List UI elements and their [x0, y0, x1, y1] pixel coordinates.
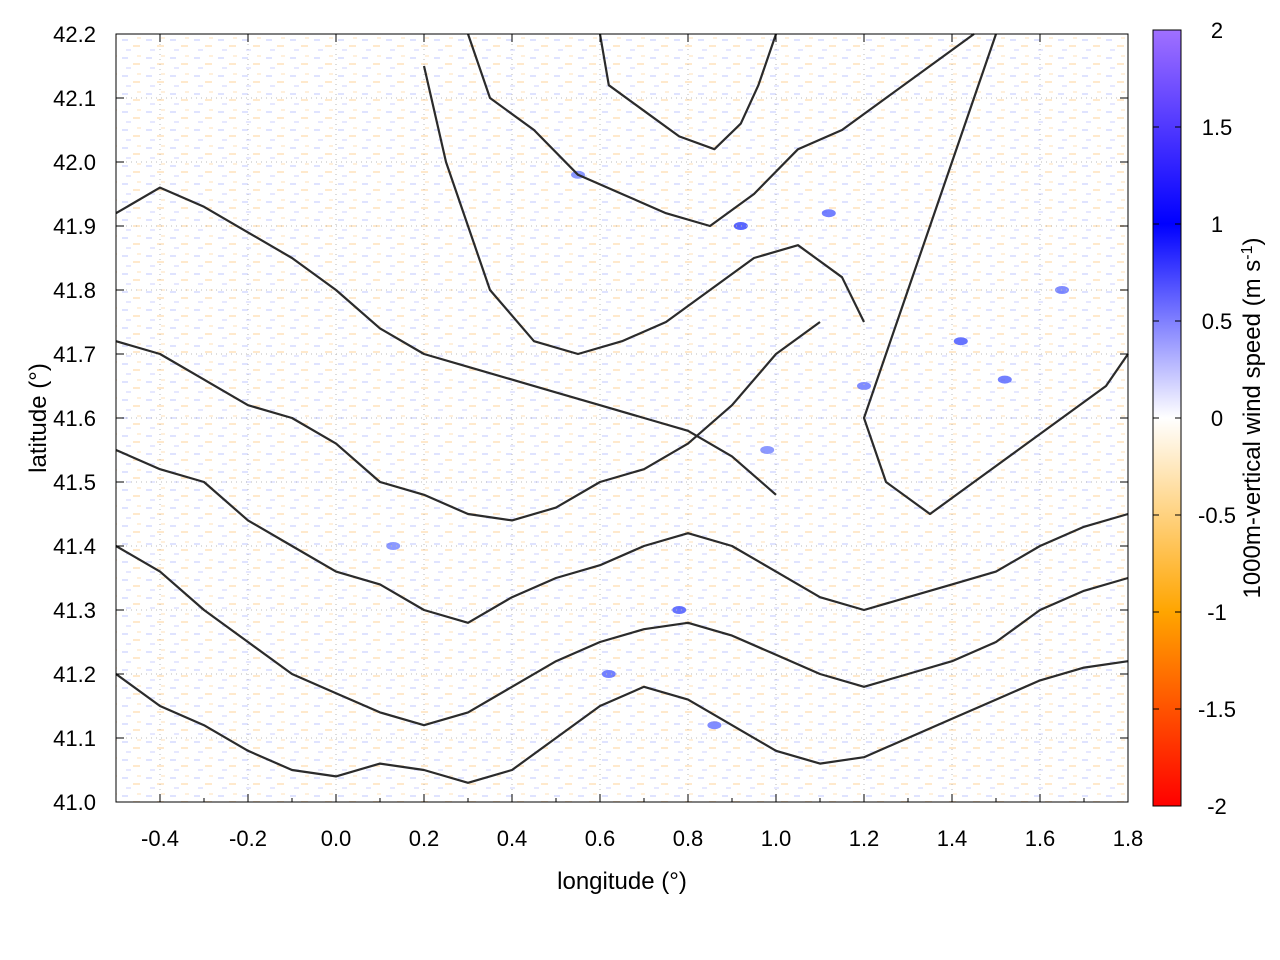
contour-line: [422, 65, 865, 356]
y-tick-label: 41.6: [53, 406, 96, 431]
colorbar-tick-label: 0.5: [1202, 309, 1233, 334]
x-tick-label: 0.6: [585, 826, 616, 851]
contour-line: [115, 186, 777, 496]
contour-line: [598, 33, 778, 151]
colorbar-title-end: ): [1239, 237, 1266, 245]
y-tick-label: 42.0: [53, 150, 96, 175]
x-tick-label: 0.2: [409, 826, 440, 851]
grid: [116, 33, 1129, 803]
field-blob: [672, 606, 687, 614]
colorbar-title-sup: -1: [1239, 245, 1256, 259]
colorbar-tick-label: 0: [1211, 406, 1223, 431]
contour-line: [115, 321, 821, 522]
field-blob: [386, 542, 401, 550]
y-tick-label: 41.3: [53, 598, 96, 623]
x-tick-label: -0.2: [229, 826, 267, 851]
contour-line: [115, 448, 1129, 624]
field-blob: [760, 446, 775, 454]
contour-line: [466, 33, 975, 228]
contour-line: [115, 545, 1129, 727]
y-tick-label: 41.1: [53, 726, 96, 751]
colorbar-tick-label: -1.5: [1198, 697, 1236, 722]
colorbar-tick-label: 1: [1211, 212, 1223, 237]
y-tick-label: 41.8: [53, 278, 96, 303]
y-tick-label: 42.2: [53, 22, 96, 47]
x-axis-title: longitude (°): [557, 868, 687, 895]
field-blob: [953, 337, 968, 346]
field-blob: [857, 382, 871, 390]
y-tick-label: 41.7: [53, 342, 96, 367]
field-blob: [601, 670, 616, 678]
x-tick-label: 1.6: [1025, 826, 1056, 851]
x-ticks: -0.4 -0.2 0.0 0.2 0.4 0.6 0.8 1.0 1.2 1.4 1.6 1.8: [115, 34, 1144, 851]
y-tick-label: 41.5: [53, 470, 96, 495]
x-tick-label: 0.0: [321, 826, 352, 851]
x-tick-label: 1.4: [937, 826, 968, 851]
colorbar-title-main: 1000m-vertical wind speed (m s: [1239, 260, 1266, 599]
x-tick-label: 0.8: [673, 826, 704, 851]
field-blob: [821, 209, 836, 218]
y-tick-label: 41.2: [53, 662, 96, 687]
colorbar-ticks: 2 1.5 1 0.5 0 -0.5 -1 -1.5 -2: [1153, 18, 1236, 819]
contour-line: [862, 33, 1129, 516]
colorbar-tick-label: 1.5: [1202, 115, 1233, 140]
contour-lines: [115, 33, 1129, 784]
y-tick-label: 41.0: [53, 790, 96, 815]
colorbar-tick-label: -0.5: [1198, 503, 1236, 528]
field-blob: [707, 721, 722, 730]
x-tick-label: 1.2: [849, 826, 880, 851]
contour-line: [115, 660, 1129, 784]
colorbar-tick-label: -1: [1207, 600, 1227, 625]
colorbar-tick-label: 2: [1211, 18, 1223, 43]
x-tick-label: 1.8: [1113, 826, 1144, 851]
y-tick-label: 41.9: [53, 214, 96, 239]
y-tick-label: 41.4: [53, 534, 96, 559]
x-tick-label: 0.4: [497, 826, 528, 851]
x-tick-label: -0.4: [141, 826, 179, 851]
field-blob: [997, 375, 1012, 384]
y-ticks: 41.0 41.1 41.2 41.3 41.4 41.5 41.6 41.7 41.8 41.9…: [53, 22, 1128, 815]
field-blob: [733, 222, 748, 230]
y-tick-label: 42.1: [53, 86, 96, 111]
colorbar-title: 1000m-vertical wind speed (m s-1): [1239, 237, 1266, 598]
x-tick-label: 1.0: [761, 826, 792, 851]
y-axis-title: latitude (°): [25, 363, 52, 473]
colorbar-tick-label: -2: [1207, 794, 1227, 819]
